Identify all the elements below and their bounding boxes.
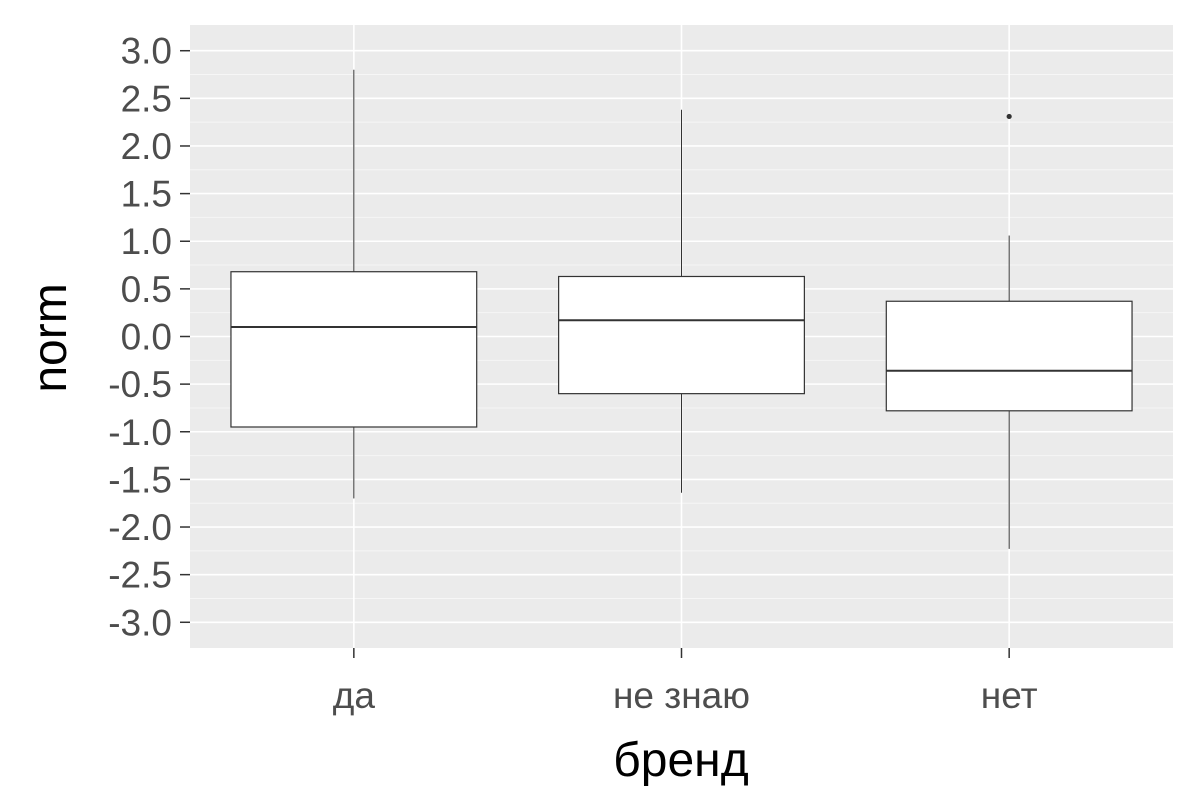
box-iqr — [885, 300, 1133, 412]
x-tick-label: не знаю — [613, 675, 750, 716]
x-tick-label: нет — [981, 675, 1038, 716]
y-tick-label: 0.5 — [121, 269, 172, 310]
box-2 — [558, 109, 805, 493]
y-tick-label: 3.0 — [121, 31, 172, 72]
outlier-point — [1006, 113, 1012, 120]
y-tick-label: -2.0 — [108, 507, 172, 548]
boxes — [230, 69, 1133, 549]
box-iqr — [230, 271, 478, 428]
box-iqr — [558, 275, 805, 395]
box-1 — [230, 69, 478, 499]
box-3 — [885, 113, 1133, 549]
x-axis-title: бренд — [613, 734, 748, 787]
y-tick-label: 0.0 — [121, 317, 172, 358]
y-tick-label: -2.5 — [108, 555, 172, 596]
y-tick-label: 1.0 — [121, 221, 172, 262]
y-tick-label: -3.0 — [108, 602, 172, 643]
y-tick-label: -1.5 — [108, 459, 172, 500]
y-axis-title: norm — [24, 283, 77, 392]
y-axis: 3.0 2.5 2.0 1.5 1.0 0.5 0.0 -0.5 -1.0 -1.5 -2.0 -2.… — [108, 31, 190, 643]
x-axis: да не знаю нет — [333, 648, 1038, 716]
y-tick-label: -0.5 — [108, 364, 172, 405]
y-tick-label: 2.5 — [121, 78, 172, 119]
y-tick-label: -1.0 — [108, 412, 172, 453]
y-tick-label: 2.0 — [121, 126, 172, 167]
y-tick-label: 1.5 — [121, 174, 172, 215]
x-tick-label: да — [333, 675, 376, 716]
